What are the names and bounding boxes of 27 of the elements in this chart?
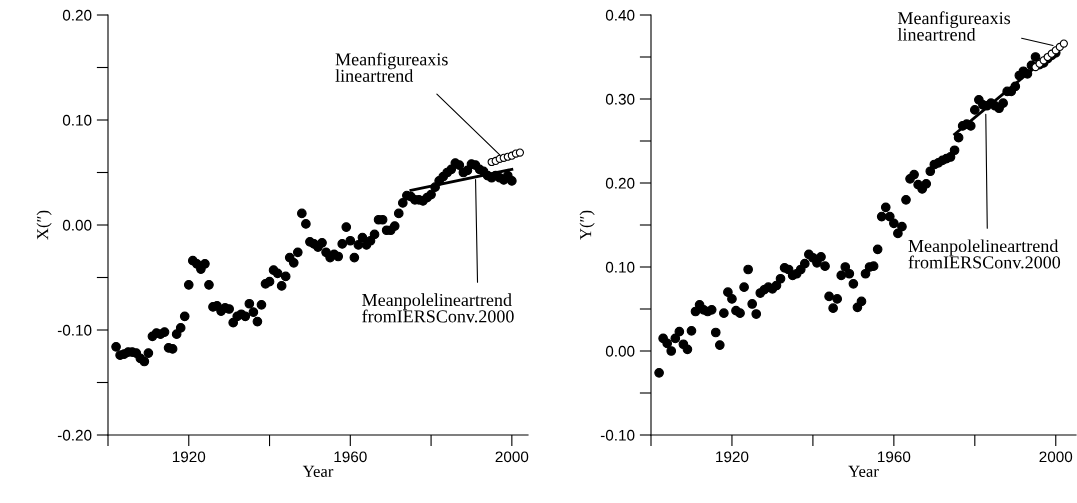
x-tick-label: 1960 [334, 451, 367, 463]
annotation: Meanpolelineartrend fromIERSConv.2000 [362, 293, 514, 323]
y-axis-title: Y(″) [579, 210, 595, 240]
point [515, 148, 525, 157]
y-tick-label: -0.10 [57, 324, 92, 336]
x-tick-label: 2000 [495, 451, 529, 463]
y-tick-label: 0.30 [605, 93, 635, 105]
y-tick-label: 0.10 [62, 114, 92, 126]
annotation: Meanpolelineartrend fromIERSConv.2000 [908, 239, 1061, 269]
y-tick-label: 0.40 [605, 9, 635, 21]
x-axis-title: Year [848, 465, 879, 477]
y-tick-label: 0.20 [605, 177, 635, 189]
y-axis-title: X(″) [36, 210, 52, 240]
y-tick-label: 0.10 [605, 261, 635, 273]
y-tick-label: 0.20 [62, 9, 92, 21]
y-tick-label: -0.10 [600, 429, 635, 441]
y-tick-label: 0.00 [605, 345, 635, 357]
x-tick-label: 2000 [1039, 451, 1073, 463]
point [1059, 39, 1068, 48]
x-axis-title: Year [302, 465, 334, 477]
x-tick-label: 1920 [172, 451, 206, 463]
y-tick-label: 0.00 [62, 219, 92, 231]
annotation: Meanfigureaxis lineartrend [335, 52, 448, 82]
x-tick-label: 1920 [716, 451, 749, 463]
x-tick-label: 1960 [878, 451, 911, 463]
annotation: Meanfigureaxis lineartrend [897, 11, 1011, 41]
y-tick-label: -0.20 [57, 429, 92, 441]
